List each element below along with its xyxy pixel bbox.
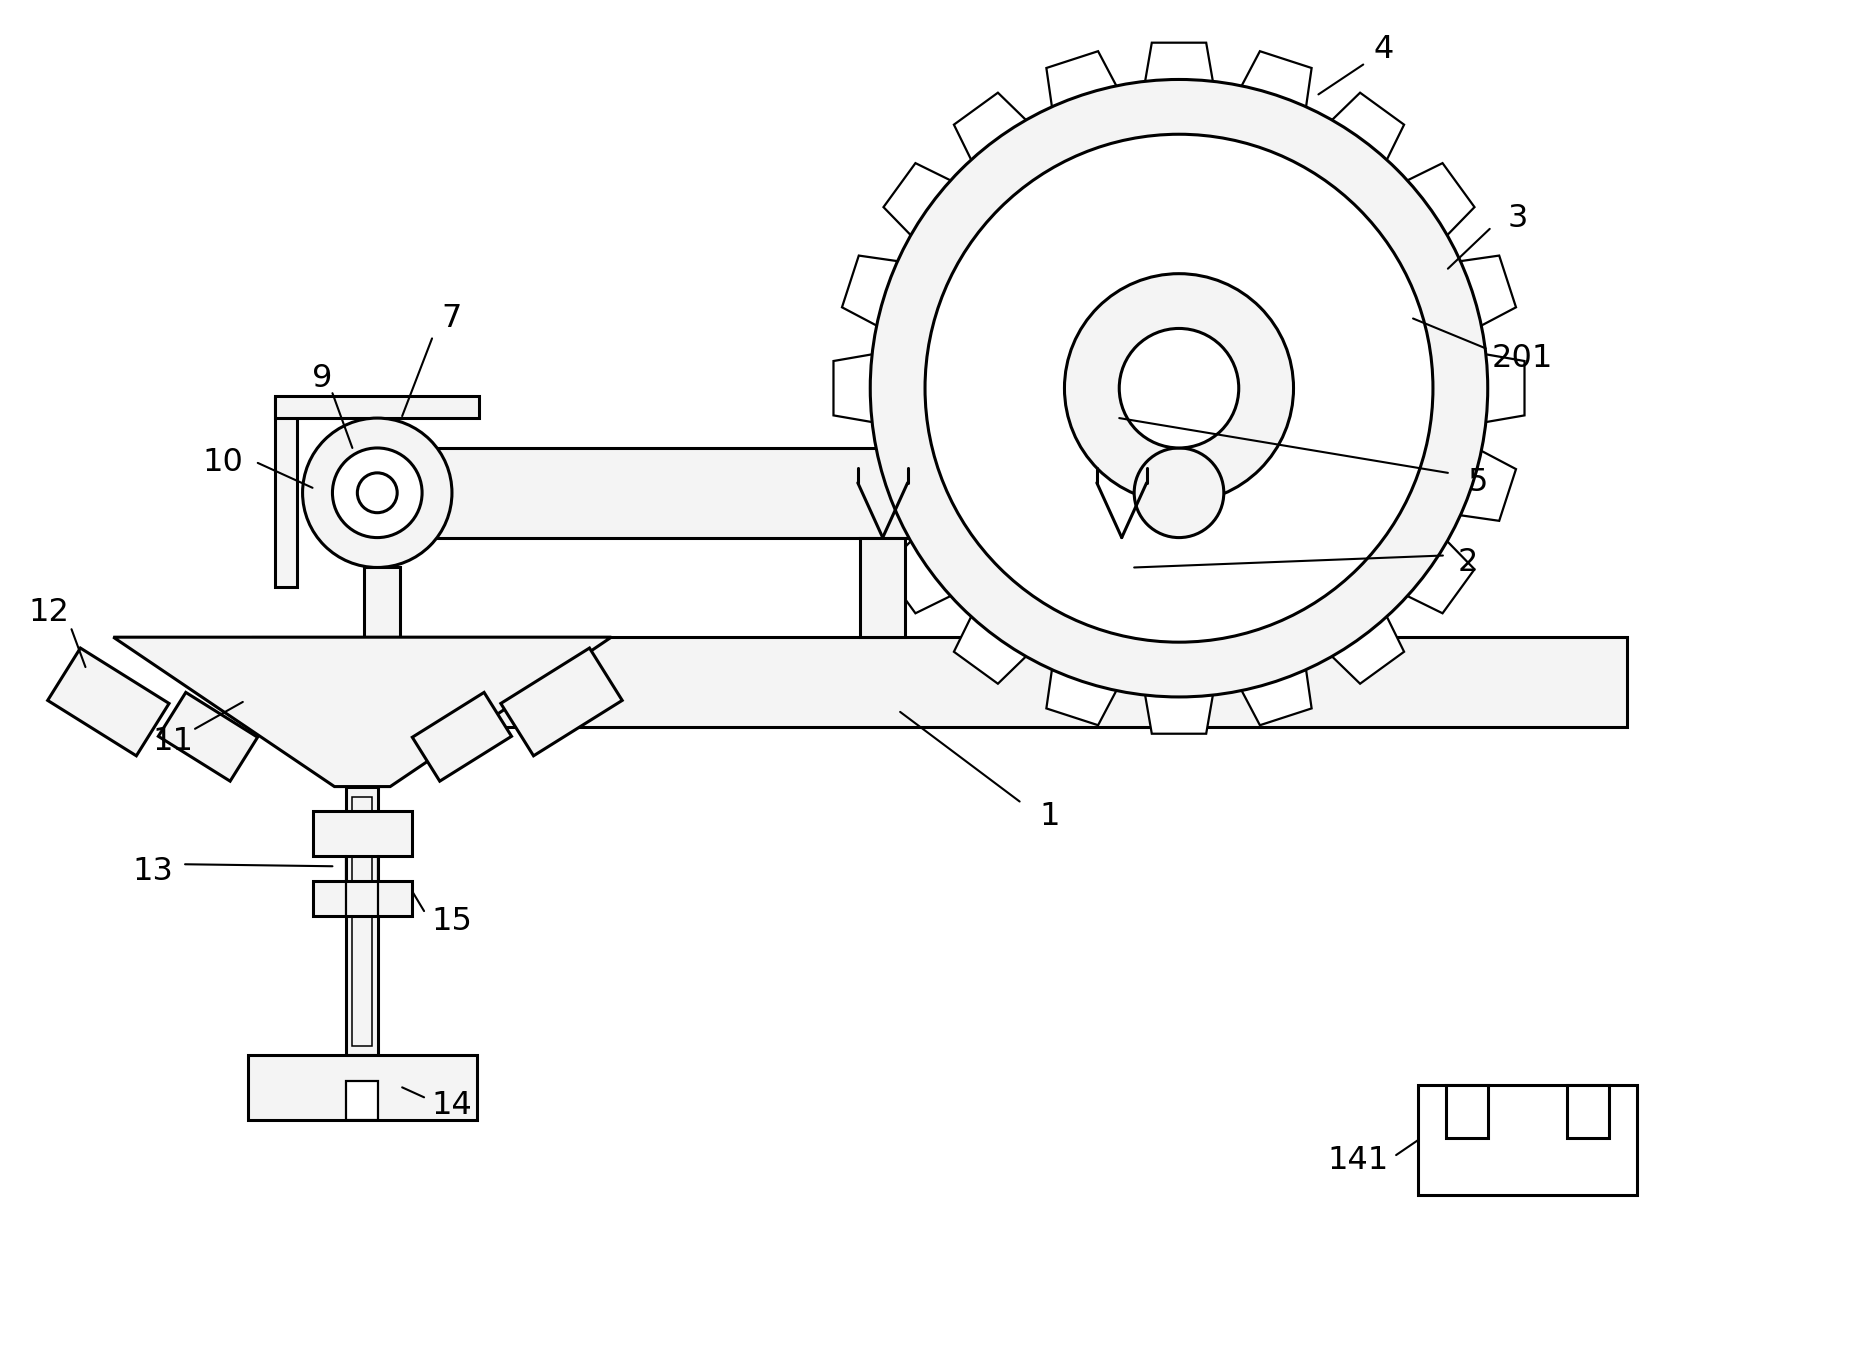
Bar bbox=[859, 537, 904, 637]
Circle shape bbox=[1064, 273, 1294, 503]
Polygon shape bbox=[114, 637, 611, 786]
Text: 12: 12 bbox=[28, 597, 69, 627]
Text: 11: 11 bbox=[153, 726, 194, 757]
Circle shape bbox=[302, 418, 451, 567]
Text: 201: 201 bbox=[1491, 343, 1553, 373]
Circle shape bbox=[1118, 328, 1238, 448]
Circle shape bbox=[1133, 448, 1223, 537]
Bar bbox=[363, 567, 401, 637]
Polygon shape bbox=[1241, 51, 1310, 107]
Text: 15: 15 bbox=[431, 905, 472, 936]
Text: 2: 2 bbox=[1458, 547, 1478, 578]
Circle shape bbox=[358, 473, 397, 513]
Bar bbox=[352, 797, 373, 1046]
Polygon shape bbox=[953, 617, 1025, 684]
Circle shape bbox=[332, 448, 421, 537]
Polygon shape bbox=[1144, 42, 1212, 81]
Polygon shape bbox=[1460, 451, 1515, 521]
Bar bbox=[254, 637, 1625, 727]
Circle shape bbox=[820, 30, 1536, 746]
Polygon shape bbox=[1046, 670, 1117, 726]
Circle shape bbox=[925, 134, 1432, 642]
Bar bbox=[1417, 1085, 1637, 1195]
Polygon shape bbox=[412, 693, 511, 781]
Bar bbox=[248, 1055, 477, 1120]
Bar bbox=[347, 786, 378, 1055]
Text: 13: 13 bbox=[132, 856, 173, 887]
Polygon shape bbox=[884, 163, 951, 235]
Polygon shape bbox=[1331, 617, 1404, 684]
Polygon shape bbox=[841, 256, 897, 325]
Text: 141: 141 bbox=[1327, 1144, 1389, 1176]
Text: 9: 9 bbox=[311, 362, 332, 394]
Polygon shape bbox=[841, 451, 897, 521]
Circle shape bbox=[870, 79, 1487, 697]
Text: 4: 4 bbox=[1372, 34, 1392, 66]
Text: 5: 5 bbox=[1467, 468, 1487, 499]
Polygon shape bbox=[833, 354, 872, 422]
Polygon shape bbox=[1407, 541, 1474, 614]
Polygon shape bbox=[1486, 354, 1523, 422]
Polygon shape bbox=[1407, 163, 1474, 235]
Text: 1: 1 bbox=[1038, 801, 1059, 833]
Polygon shape bbox=[1144, 694, 1212, 734]
Polygon shape bbox=[158, 693, 257, 781]
Bar bbox=[276, 398, 296, 588]
Wedge shape bbox=[337, 448, 382, 537]
Polygon shape bbox=[953, 93, 1025, 160]
Bar bbox=[1445, 1085, 1487, 1137]
Text: 7: 7 bbox=[442, 303, 462, 334]
Bar bbox=[313, 882, 412, 916]
Polygon shape bbox=[1241, 670, 1310, 726]
Polygon shape bbox=[884, 541, 951, 614]
Bar bbox=[382, 448, 1178, 537]
Polygon shape bbox=[501, 648, 623, 756]
Text: 14: 14 bbox=[431, 1089, 472, 1121]
Bar bbox=[276, 396, 479, 418]
Bar bbox=[313, 812, 412, 856]
Polygon shape bbox=[1331, 93, 1404, 160]
Polygon shape bbox=[1460, 256, 1515, 325]
Polygon shape bbox=[1046, 51, 1117, 107]
Text: 10: 10 bbox=[203, 447, 242, 478]
Bar bbox=[347, 1081, 378, 1120]
Bar bbox=[1098, 537, 1143, 637]
Polygon shape bbox=[48, 648, 170, 756]
Bar bbox=[1566, 1085, 1609, 1137]
Text: 3: 3 bbox=[1506, 204, 1527, 234]
